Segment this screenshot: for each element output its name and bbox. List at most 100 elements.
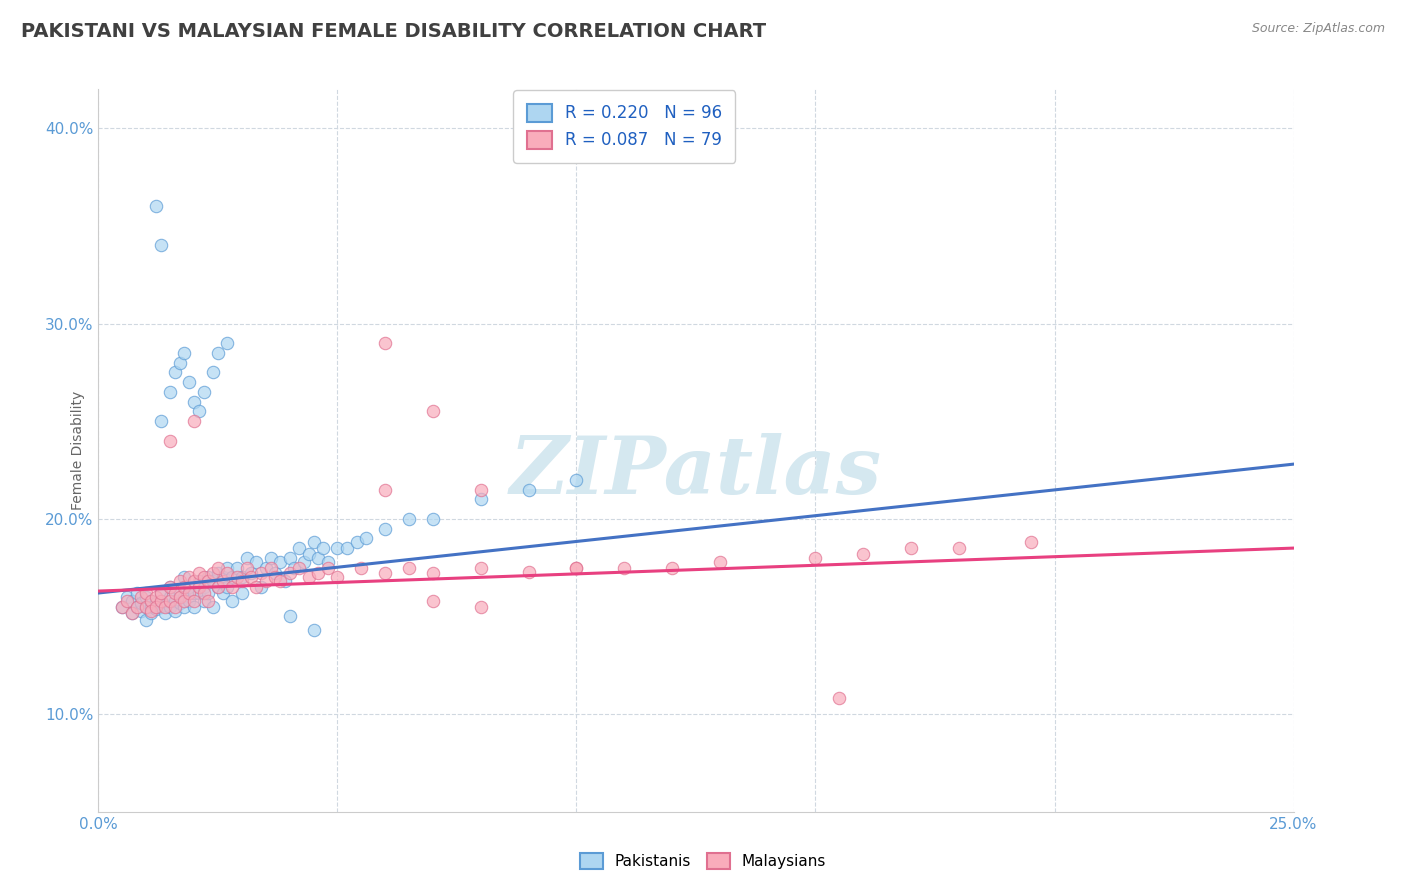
Point (179, 594, 201, 608)
Point (211, 574, 233, 589)
Point (202, 365, 225, 379)
Text: ZIPatlas: ZIPatlas (510, 434, 882, 511)
Point (336, 541, 359, 555)
Point (221, 570, 243, 584)
Point (207, 566, 229, 581)
Point (422, 566, 444, 581)
Point (159, 594, 181, 608)
Point (269, 555, 291, 569)
Point (226, 570, 249, 584)
Point (139, 599, 162, 614)
Point (159, 580, 181, 594)
Point (139, 606, 162, 620)
Point (193, 594, 215, 608)
Point (254, 560, 277, 574)
Point (121, 606, 143, 620)
Point (288, 541, 311, 555)
Point (264, 570, 287, 584)
Point (149, 414, 172, 428)
Point (163, 604, 186, 618)
Point (169, 574, 191, 589)
Point (283, 560, 305, 574)
Point (159, 580, 181, 594)
Point (131, 596, 153, 610)
Point (235, 550, 257, 565)
Point (145, 199, 167, 213)
Point (398, 512, 420, 526)
Point (354, 532, 377, 546)
Point (374, 566, 396, 581)
Point (145, 596, 167, 610)
Point (374, 483, 396, 497)
Point (661, 560, 683, 574)
Point (326, 570, 349, 584)
Point (422, 594, 444, 608)
Point (217, 566, 239, 581)
Point (398, 560, 420, 574)
Point (179, 570, 201, 584)
Point (173, 346, 195, 360)
Point (183, 414, 205, 428)
Point (145, 601, 167, 615)
Point (115, 590, 138, 604)
Point (217, 336, 239, 351)
Point (111, 599, 134, 614)
Point (221, 594, 243, 608)
Point (159, 599, 181, 614)
Point (169, 596, 191, 610)
Point (235, 560, 257, 574)
Point (374, 336, 396, 351)
Point (298, 570, 321, 584)
Point (179, 586, 201, 600)
Point (125, 586, 148, 600)
Point (139, 604, 162, 618)
Point (316, 560, 339, 574)
Point (221, 580, 243, 594)
Point (139, 594, 162, 608)
Point (173, 590, 195, 604)
Point (278, 550, 301, 565)
Point (302, 535, 325, 549)
Point (259, 560, 281, 574)
Point (163, 594, 186, 608)
Point (278, 566, 301, 581)
Point (254, 574, 277, 589)
Point (115, 594, 138, 608)
Point (274, 574, 297, 589)
Point (307, 550, 329, 565)
Point (278, 609, 301, 624)
Point (149, 594, 172, 608)
Point (197, 586, 219, 600)
Point (131, 604, 153, 618)
Point (207, 560, 229, 574)
Point (207, 580, 229, 594)
Point (804, 550, 827, 565)
Point (149, 586, 172, 600)
Point (159, 384, 181, 399)
Point (183, 574, 205, 589)
Point (852, 547, 875, 561)
Point (211, 586, 233, 600)
Point (709, 555, 731, 569)
Point (302, 623, 325, 637)
Point (292, 555, 315, 569)
Point (197, 594, 219, 608)
Point (245, 580, 267, 594)
Point (202, 566, 225, 581)
Point (149, 594, 172, 608)
Point (316, 555, 339, 569)
Point (135, 599, 157, 614)
Point (422, 512, 444, 526)
Point (125, 599, 148, 614)
Point (250, 580, 273, 594)
Point (187, 404, 209, 418)
Point (231, 570, 253, 584)
Point (193, 586, 215, 600)
Point (169, 586, 191, 600)
Point (259, 550, 281, 565)
Point (245, 555, 267, 569)
Point (298, 547, 321, 561)
Point (565, 560, 588, 574)
Point (307, 566, 329, 581)
Point (159, 434, 181, 448)
